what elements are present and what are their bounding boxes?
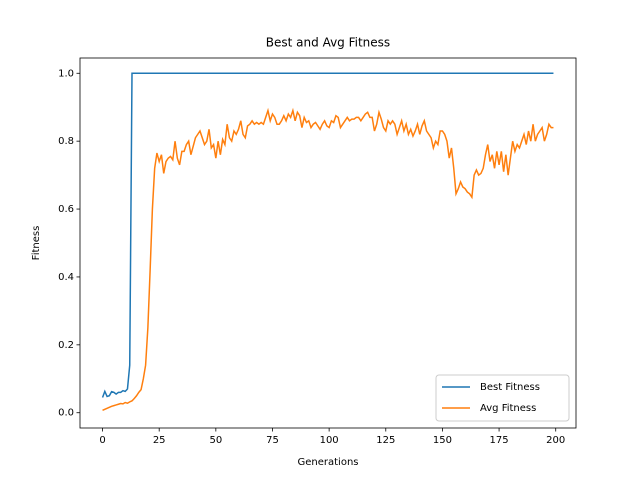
- chart-title: Best and Avg Fitness: [266, 36, 390, 50]
- x-tick-label: 150: [433, 435, 452, 446]
- legend-label: Avg Fitness: [480, 403, 536, 414]
- y-tick-label: 0.0: [58, 408, 74, 419]
- y-tick-label: 1.0: [58, 68, 74, 79]
- y-tick-label: 0.2: [58, 340, 74, 351]
- y-tick-label: 0.8: [58, 136, 74, 147]
- x-tick-label: 0: [99, 435, 105, 446]
- x-tick-label: 175: [490, 435, 509, 446]
- x-tick-label: 75: [266, 435, 279, 446]
- x-tick-label: 125: [376, 435, 395, 446]
- y-tick-label: 0.4: [58, 272, 74, 283]
- data-line: [101, 72, 554, 398]
- legend-label: Best Fitness: [480, 382, 540, 393]
- x-tick-label: 200: [546, 435, 565, 446]
- x-axis-label: Generations: [298, 457, 359, 468]
- x-tick-label: 25: [153, 435, 166, 446]
- y-tick-label: 0.6: [58, 204, 74, 215]
- x-tick-label: 50: [209, 435, 222, 446]
- y-axis-label: Fitness: [31, 226, 42, 261]
- x-tick-label: 100: [320, 435, 339, 446]
- plot-frame: [79, 57, 577, 429]
- data-line: [102, 107, 554, 412]
